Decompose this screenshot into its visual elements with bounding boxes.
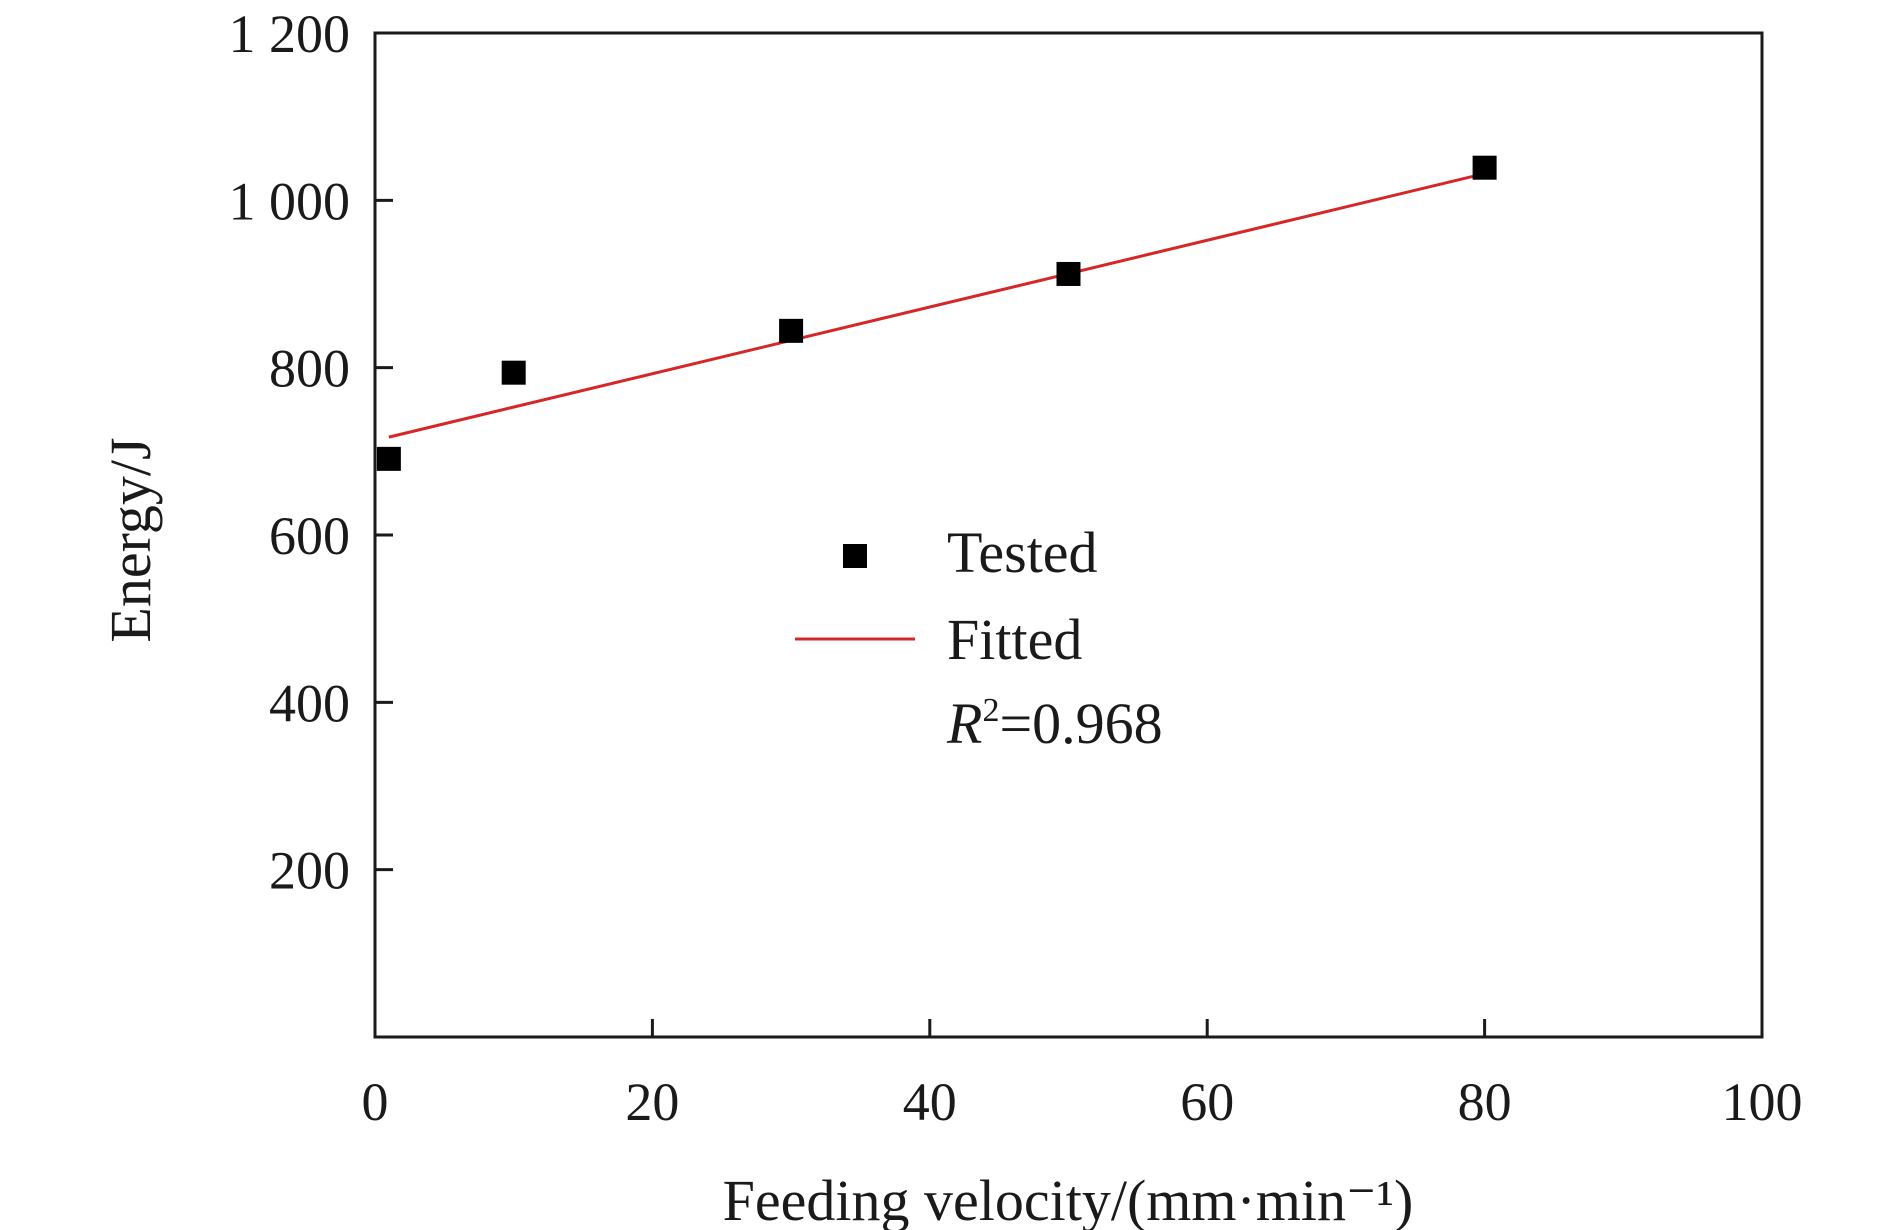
y-tick-label: 1 200 — [229, 4, 351, 64]
tested-series — [376, 155, 1497, 471]
x-axis-title: Feeding velocity/(mm·min⁻¹) — [723, 1168, 1414, 1230]
y-tick-label: 400 — [269, 673, 350, 733]
tested-point — [1056, 261, 1081, 286]
legend-tested-marker — [843, 544, 867, 568]
x-axis-ticks: 0 20 40 60 80 100 — [362, 1019, 1803, 1132]
x-tick-label: 80 — [1458, 1072, 1512, 1132]
tested-point — [779, 318, 804, 343]
r-power: 2 — [982, 692, 999, 729]
x-tick-label: 100 — [1722, 1072, 1803, 1132]
x-tick-label: 60 — [1180, 1072, 1234, 1132]
legend-tested-label: Tested — [947, 520, 1098, 585]
x-tick-label: 40 — [903, 1072, 957, 1132]
tested-point — [1472, 155, 1497, 180]
r-symbol: R — [946, 691, 982, 756]
legend: Tested Fitted R2=0.968 — [795, 520, 1163, 756]
fitted-series — [388, 172, 1485, 439]
r-squared-annotation: R2=0.968 — [946, 691, 1163, 756]
y-tick-label: 600 — [269, 506, 350, 566]
x-tick-label: 0 — [362, 1072, 389, 1132]
legend-fitted-label: Fitted — [947, 607, 1082, 672]
fitted-line — [388, 172, 1485, 439]
tested-point — [376, 446, 401, 471]
y-axis-ticks: 200 400 600 800 1 000 1 200 — [229, 4, 393, 901]
y-axis-title: Energy/J — [98, 437, 163, 642]
tested-point — [501, 360, 526, 385]
y-tick-label: 800 — [269, 339, 350, 399]
x-tick-label: 20 — [625, 1072, 679, 1132]
y-tick-label: 1 000 — [229, 171, 351, 231]
y-tick-label: 200 — [269, 841, 350, 901]
r-value: =0.968 — [999, 691, 1162, 756]
